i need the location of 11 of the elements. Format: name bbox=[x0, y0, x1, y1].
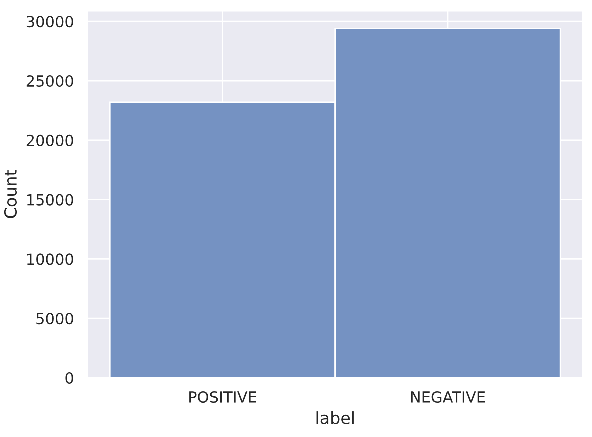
x-tick-label: NEGATIVE bbox=[411, 391, 486, 404]
y-tick-label: 10000 bbox=[27, 254, 74, 266]
y-axis-title: Count bbox=[4, 170, 18, 218]
x-tick-label: POSITIVE bbox=[190, 391, 256, 404]
y-tick-label: 20000 bbox=[26, 134, 74, 146]
x-axis-title: label bbox=[316, 412, 354, 424]
y-tick-label: 0 bbox=[66, 372, 74, 384]
y-tick-label: 30000 bbox=[26, 16, 74, 28]
y-tick-label: 5000 bbox=[36, 313, 74, 325]
y-tick-label: 15000 bbox=[27, 194, 74, 206]
y-tick-label: 25000 bbox=[26, 75, 74, 88]
